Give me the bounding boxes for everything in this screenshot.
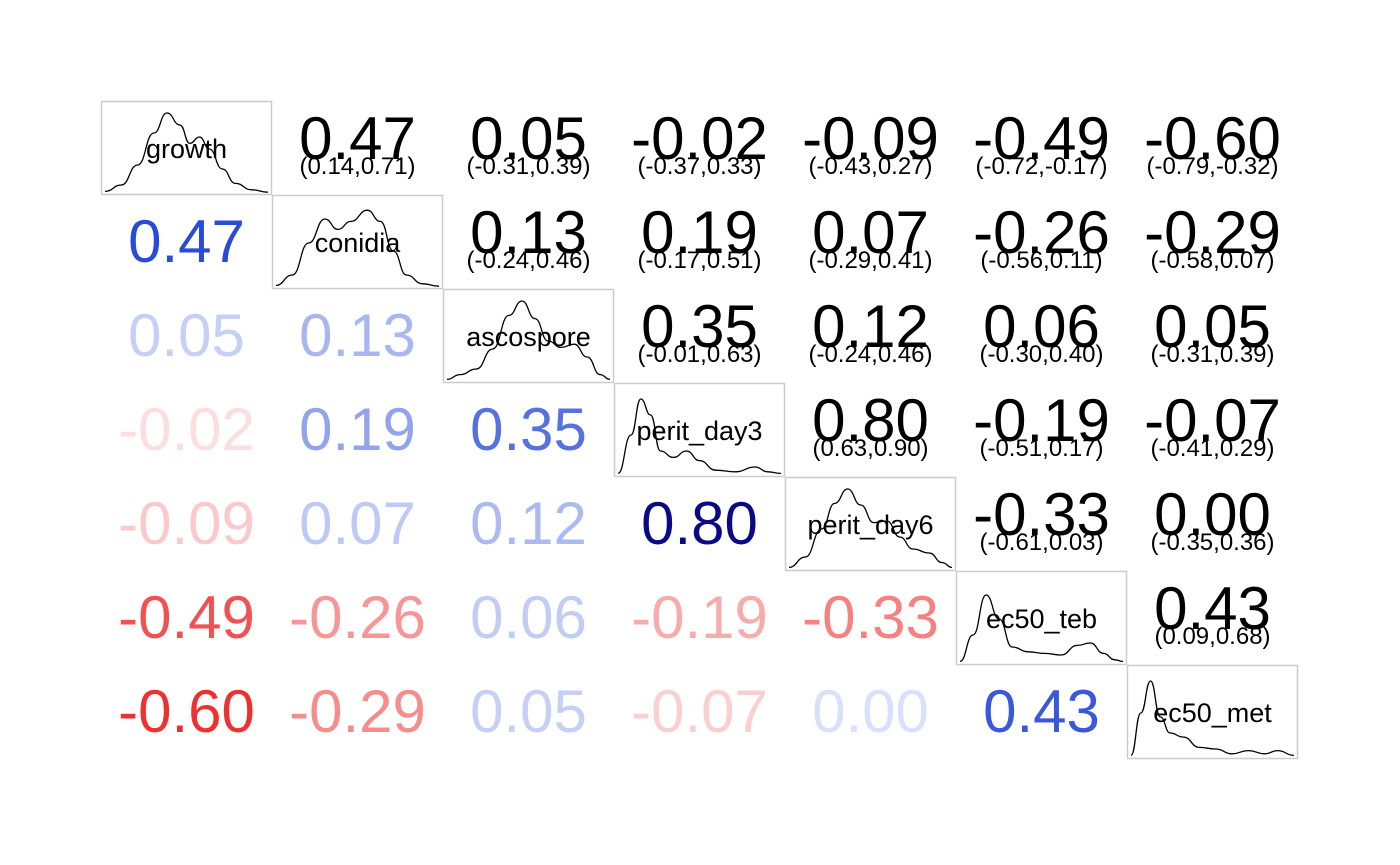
correlation-value-lower: -0.02 — [118, 396, 255, 463]
correlation-value-lower: -0.29 — [289, 678, 426, 745]
correlation-value-lower: 0.35 — [470, 396, 587, 463]
confidence-interval-label: (-0.31,0.39) — [1150, 341, 1274, 368]
correlation-value-upper: 0.47 — [299, 105, 416, 172]
correlation-value-lower: -0.33 — [802, 584, 939, 651]
variable-label-conidia: conidia — [315, 228, 402, 258]
confidence-interval-label: (-0.37,0.33) — [637, 153, 761, 180]
confidence-interval-label: (-0.24,0.46) — [466, 247, 590, 274]
correlation-value-lower: 0.12 — [470, 490, 587, 557]
confidence-interval-label: (-0.30,0.40) — [979, 341, 1103, 368]
confidence-interval-label: (0.14,0.71) — [299, 153, 415, 180]
correlation-value-lower: -0.60 — [118, 678, 255, 745]
variable-label-ec50_teb: ec50_teb — [986, 604, 1097, 634]
density-curve-ec50_teb — [959, 594, 1124, 663]
confidence-interval-label: (-0.24,0.46) — [808, 341, 932, 368]
correlation-value-lower: -0.19 — [631, 584, 768, 651]
diagonal-panel-conidia — [271, 194, 444, 290]
confidence-interval-label: (-0.43,0.27) — [808, 153, 932, 180]
correlation-value-upper: 0.35 — [641, 293, 758, 360]
correlation-value-lower: -0.09 — [118, 490, 255, 557]
correlation-value-upper: 0.80 — [812, 387, 929, 454]
confidence-interval-label: (-0.17,0.51) — [637, 247, 761, 274]
correlation-value-upper: -0.60 — [1144, 105, 1281, 172]
correlation-value-upper: -0.09 — [802, 105, 939, 172]
confidence-interval-label: (-0.29,0.41) — [808, 247, 932, 274]
correlation-value-lower: 0.19 — [299, 396, 416, 463]
correlation-value-upper: -0.19 — [973, 387, 1110, 454]
correlation-value-upper: -0.02 — [631, 105, 768, 172]
correlation-value-lower: 0.13 — [299, 302, 416, 369]
density-curve-ascospore — [446, 300, 611, 381]
correlation-value-lower: 0.80 — [641, 490, 758, 557]
variable-label-ascospore: ascospore — [466, 322, 591, 352]
confidence-interval-label: (-0.01,0.63) — [637, 341, 761, 368]
correlation-value-upper: -0.29 — [1144, 199, 1281, 266]
correlation-value-upper: -0.07 — [1144, 387, 1281, 454]
correlation-value-lower: -0.49 — [118, 584, 255, 651]
correlation-value-upper: 0.07 — [812, 199, 929, 266]
correlation-value-upper: 0.05 — [1154, 293, 1271, 360]
correlation-value-upper: -0.49 — [973, 105, 1110, 172]
variable-label-growth: growth — [146, 134, 227, 164]
correlation-value-upper: 0.19 — [641, 199, 758, 266]
correlation-value-lower: 0.00 — [812, 678, 929, 745]
correlation-value-upper: 0.12 — [812, 293, 929, 360]
diagonal-panel-ascospore — [442, 288, 615, 384]
correlation-value-lower: 0.43 — [983, 678, 1100, 745]
confidence-interval-label: (0.09,0.68) — [1154, 623, 1270, 650]
confidence-interval-label: (-0.79,-0.32) — [1146, 153, 1278, 180]
diagonal-panel-growth — [100, 100, 273, 196]
correlation-value-lower: 0.47 — [128, 208, 245, 275]
correlation-value-lower: 0.06 — [470, 584, 587, 651]
confidence-interval-label: (-0.51,0.17) — [979, 435, 1103, 462]
correlation-value-lower: 0.07 — [299, 490, 416, 557]
correlation-value-upper: 0.00 — [1154, 481, 1271, 548]
confidence-interval-label: (-0.56,0.11) — [980, 247, 1102, 274]
correlation-value-lower: 0.05 — [128, 302, 245, 369]
correlation-value-lower: -0.26 — [289, 584, 426, 651]
correlation-value-upper: 0.13 — [470, 199, 587, 266]
diagonal-panel-ec50_teb — [955, 570, 1128, 666]
diagonal-panel-ec50_met — [1126, 664, 1299, 760]
confidence-interval-label: (-0.31,0.39) — [466, 153, 590, 180]
confidence-interval-label: (0.63,0.90) — [812, 435, 928, 462]
matrix-cells: growth 0.47(0.14,0.71) 0.05(-0.31,0.39) -0.… — [100, 100, 1299, 760]
correlation-value-upper: 0.05 — [470, 105, 587, 172]
correlation-value-upper: -0.26 — [973, 199, 1110, 266]
density-curve-conidia — [275, 209, 440, 287]
confidence-interval-label: (-0.58,0.07) — [1150, 247, 1274, 274]
confidence-interval-label: (-0.41,0.29) — [1150, 435, 1274, 462]
confidence-interval-label: (-0.35,0.36) — [1150, 529, 1274, 556]
variable-label-perit_day3: perit_day3 — [636, 416, 762, 446]
correlation-value-lower: -0.07 — [631, 678, 768, 745]
density-curve-ec50_met — [1130, 680, 1295, 757]
correlation-value-upper: 0.06 — [983, 293, 1100, 360]
correlation-value-upper: 0.43 — [1154, 575, 1271, 642]
density-curve-growth — [104, 112, 269, 193]
correlation-value-lower: 0.05 — [470, 678, 587, 745]
diagonal-panel-perit_day3 — [613, 382, 786, 478]
confidence-interval-label: (-0.61,0.03) — [979, 529, 1103, 556]
confidence-interval-label: (-0.72,-0.17) — [975, 153, 1107, 180]
density-curve-perit_day6 — [788, 488, 953, 569]
correlation-value-upper: -0.33 — [973, 481, 1110, 548]
density-curve-perit_day3 — [617, 398, 782, 475]
variable-label-perit_day6: perit_day6 — [807, 510, 933, 540]
diagonal-panel-perit_day6 — [784, 476, 957, 572]
variable-label-ec50_met: ec50_met — [1153, 698, 1272, 728]
